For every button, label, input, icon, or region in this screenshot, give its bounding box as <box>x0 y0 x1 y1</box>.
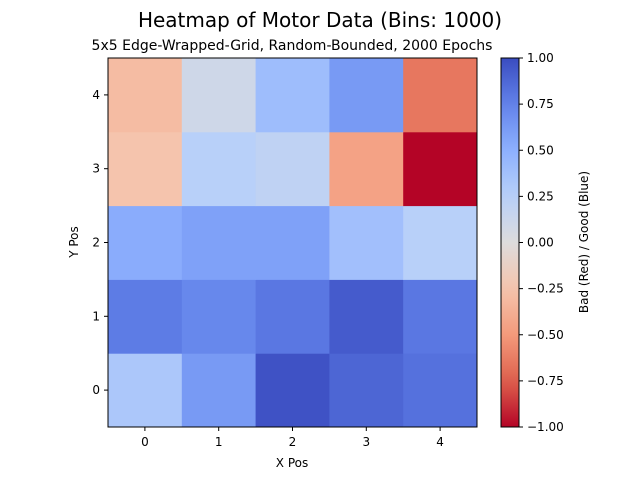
heatmap-cell <box>255 131 330 207</box>
heatmap-cell <box>255 353 330 428</box>
heatmap-cell <box>255 58 330 133</box>
heatmap-cell <box>329 279 404 354</box>
colorbar-tick-label: 0.75 <box>527 97 554 111</box>
heatmap-cell <box>403 353 478 428</box>
colorbar-tick-label: 0.25 <box>527 189 554 203</box>
y-tick-label: 4 <box>92 88 100 102</box>
x-tick-label: 4 <box>436 435 444 449</box>
heatmap-cell <box>403 131 478 207</box>
heatmap-cell <box>403 58 478 133</box>
heatmap-cell <box>108 58 183 133</box>
x-axis-ticks: 0 1 2 3 4 <box>141 427 444 449</box>
chart-title: Heatmap of Motor Data (Bins: 1000) <box>138 8 502 32</box>
y-axis-label: Y Pos <box>67 226 81 259</box>
y-tick-label: 1 <box>92 309 100 323</box>
heatmap-cell <box>329 205 404 280</box>
colorbar-label: Bad (Red) / Good (Blue) <box>577 171 591 313</box>
heatmap-cell <box>181 353 257 428</box>
heatmap-cell <box>329 131 404 207</box>
x-tick-label: 3 <box>362 435 370 449</box>
heatmap-cell <box>108 131 183 207</box>
heatmap-cell <box>403 279 478 354</box>
heatmap-cell <box>329 58 404 133</box>
colorbar-tick-label: −0.50 <box>527 328 564 342</box>
x-tick-label: 0 <box>141 435 149 449</box>
y-tick-label: 0 <box>92 383 100 397</box>
colorbar-tick-label: 0.00 <box>527 236 554 250</box>
heatmap-cell <box>108 279 183 354</box>
y-tick-label: 2 <box>92 236 100 250</box>
colorbar-tick-label: −0.25 <box>527 282 564 296</box>
heatmap-cell <box>181 279 257 354</box>
colorbar <box>500 57 520 428</box>
heatmap-cell <box>255 279 330 354</box>
colorbar-ticks: −1.00 −0.75 −0.50 −0.25 0.00 0.25 0.50 0.75 1.00 <box>519 51 564 434</box>
x-tick-label: 1 <box>215 435 223 449</box>
heatmap-cell <box>403 205 478 280</box>
heatmap-cells <box>108 58 478 428</box>
heatmap-cell <box>181 205 257 280</box>
y-tick-label: 3 <box>92 162 100 176</box>
heatmap-cell <box>181 131 257 207</box>
x-tick-label: 2 <box>289 435 297 449</box>
heatmap-cell <box>108 205 183 280</box>
colorbar-tick-label: −1.00 <box>527 420 564 434</box>
colorbar-tick-label: 1.00 <box>527 51 554 65</box>
heatmap-cell <box>329 353 404 428</box>
heatmap-cell <box>255 205 330 280</box>
y-axis-ticks: 0 1 2 3 4 <box>92 88 108 397</box>
x-axis-label: X Pos <box>276 456 308 470</box>
heatmap-cell <box>108 353 183 428</box>
colorbar-tick-label: 0.50 <box>527 143 554 157</box>
chart-subtitle: 5x5 Edge-Wrapped-Grid, Random-Bounded, 2… <box>92 38 493 54</box>
heatmap-cell <box>181 58 257 133</box>
colorbar-tick-label: −0.75 <box>527 374 564 388</box>
